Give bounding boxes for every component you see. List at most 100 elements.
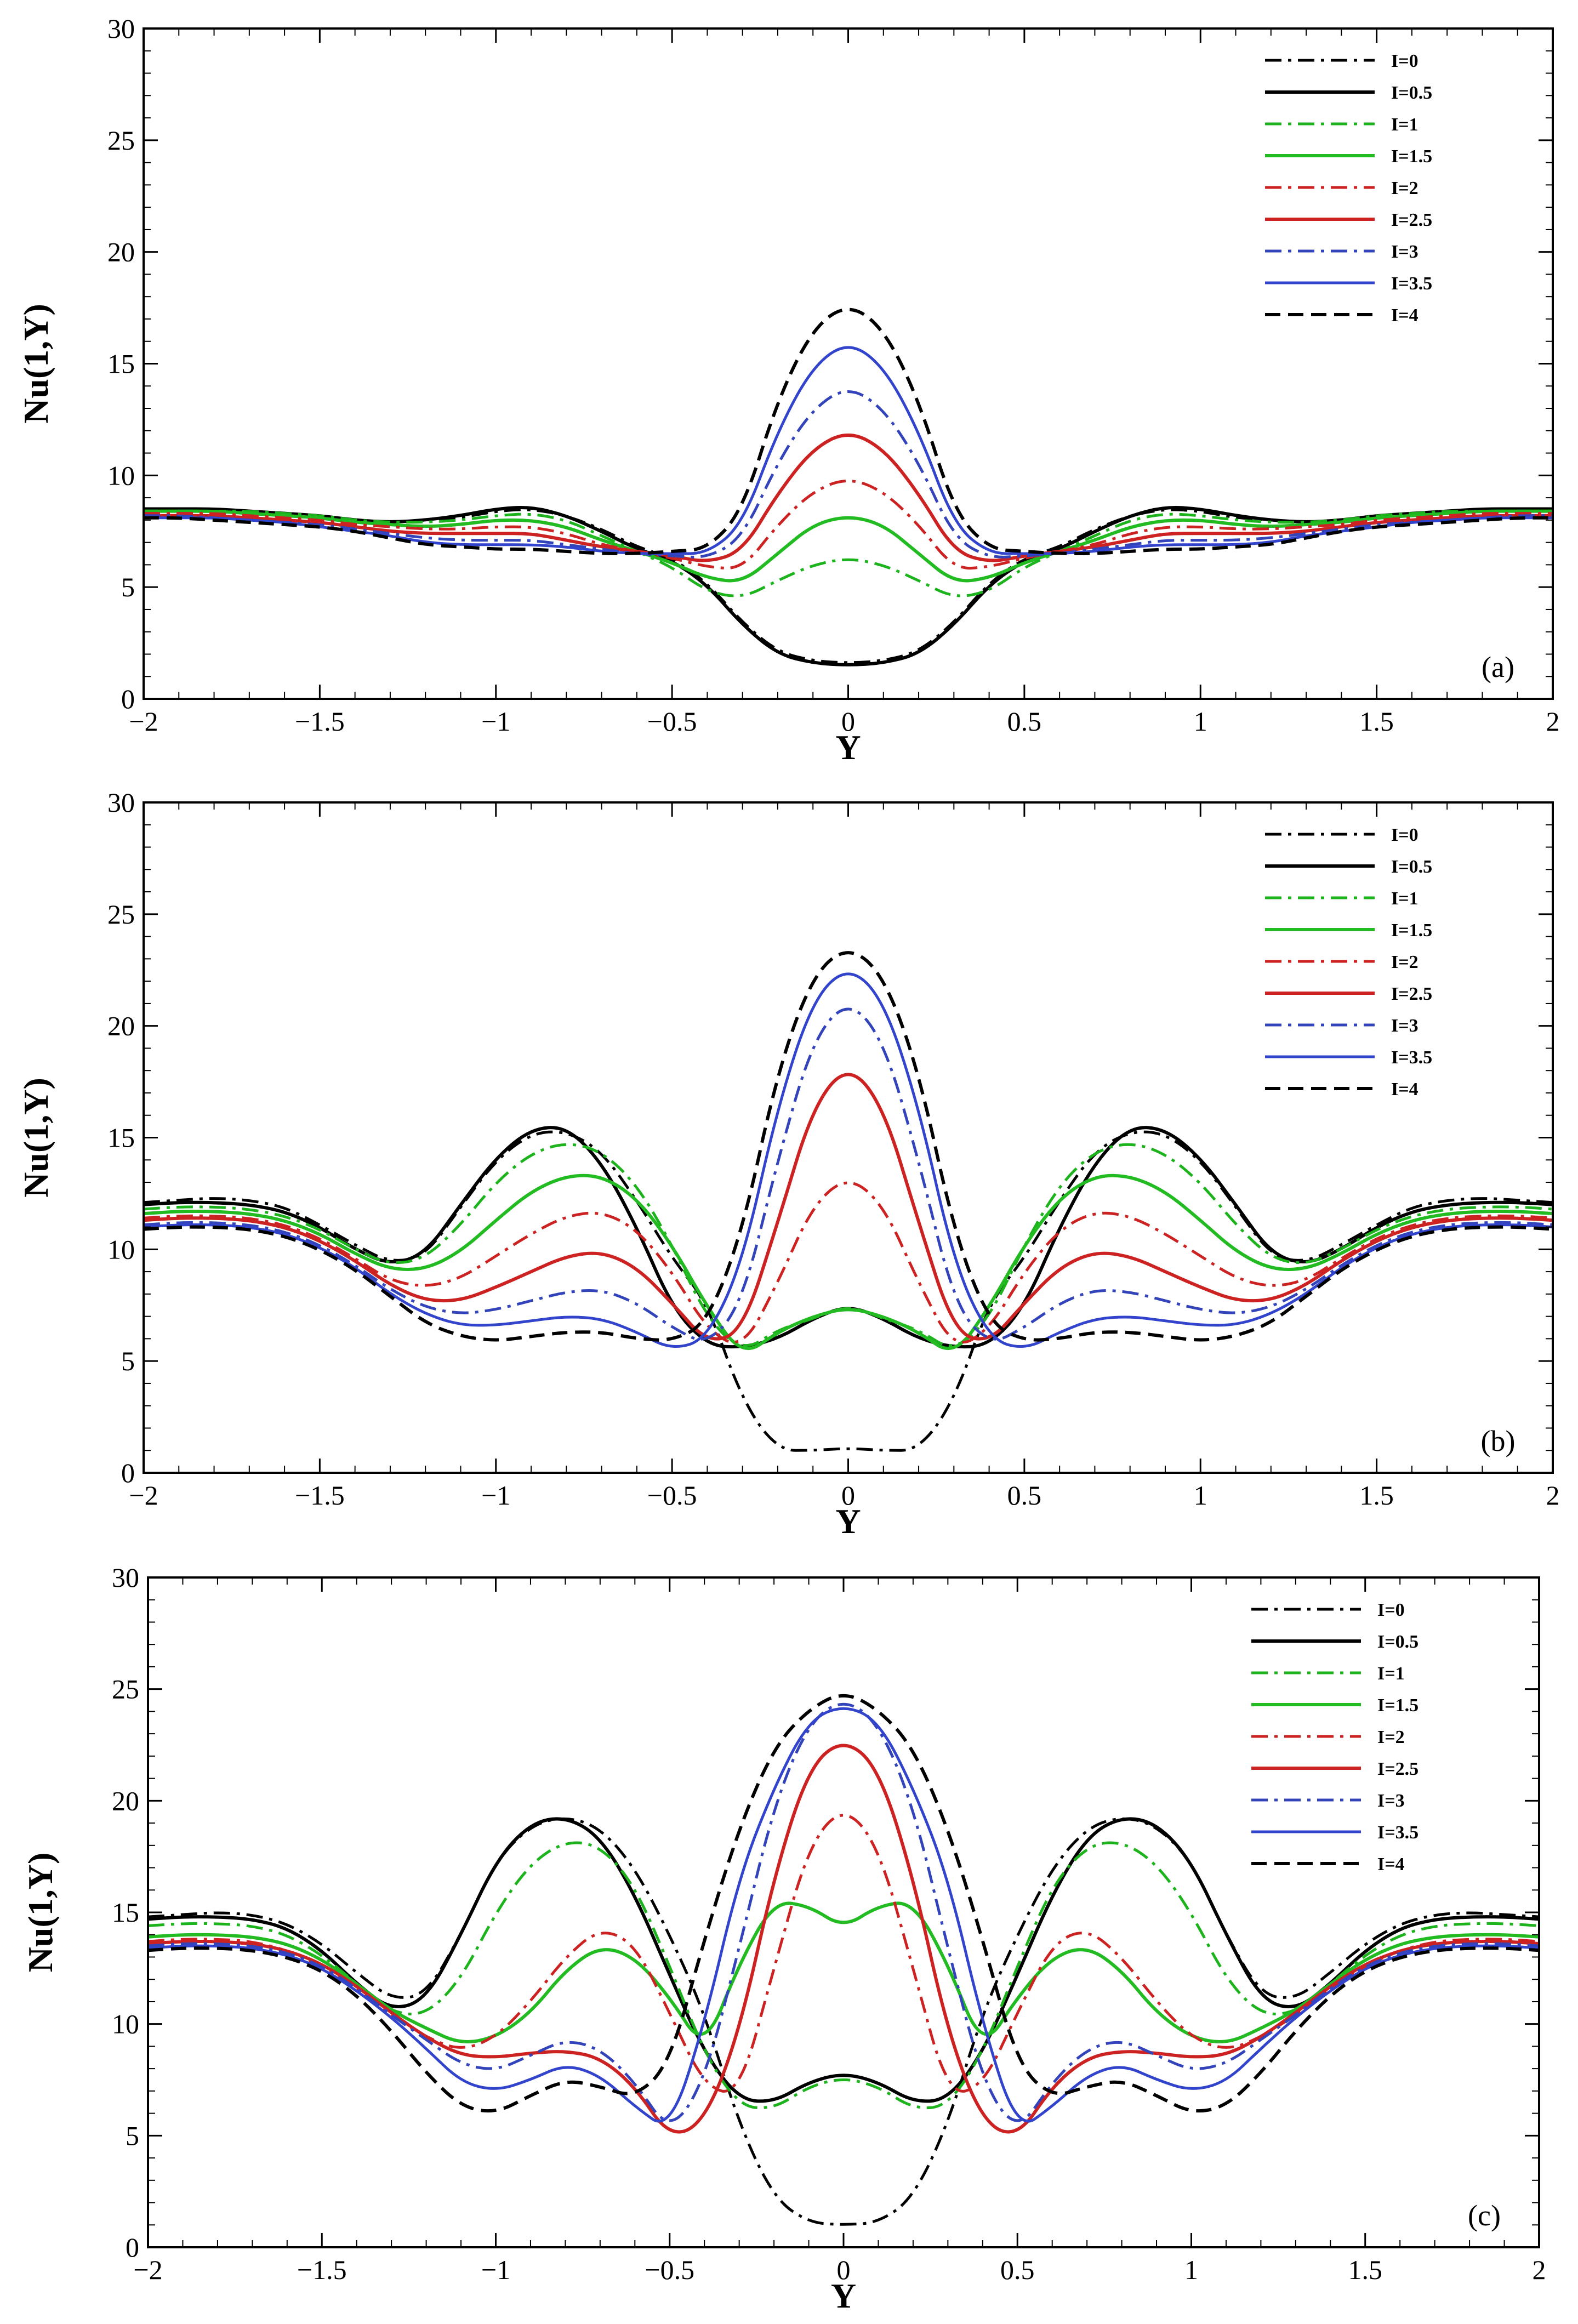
series-line-I-0 (144, 1130, 1553, 1452)
x-tick-label: −0.5 (647, 706, 697, 737)
x-tick-label: 1 (1184, 2254, 1198, 2285)
legend-label: I=3.5 (1391, 1047, 1432, 1068)
series-line-I-2 (144, 1181, 1553, 1344)
x-tick-label: 1 (1194, 1480, 1207, 1511)
legend-label: I=1.5 (1391, 146, 1432, 167)
legend-label: I=2 (1391, 952, 1419, 972)
series-line-I-0 (144, 507, 1553, 664)
x-tick-label: 0 (841, 1480, 855, 1511)
x-tick-label: −1 (481, 2254, 510, 2285)
y-tick-label: 5 (126, 2120, 139, 2151)
x-tick-label: 2 (1546, 706, 1560, 737)
x-tick-label: 2 (1546, 1480, 1560, 1511)
legend-label: I=0.5 (1391, 857, 1432, 877)
y-tick-label: 20 (107, 237, 135, 267)
plot-frame (143, 801, 1554, 1474)
series-line-I-1-5 (148, 1901, 1539, 2044)
y-tick-label: 0 (121, 1457, 135, 1488)
panel-tag: (a) (1482, 651, 1514, 683)
series-line-I-2 (144, 480, 1553, 570)
y-tick-label: 10 (112, 2009, 139, 2040)
x-tick-label: 1.5 (1348, 2254, 1383, 2285)
legend-label: I=4 (1391, 305, 1419, 326)
legend: I=0 I=0.5 I=1 I=1.5 I=2 I=2.5 I=3 I=3.5 I=4 (1251, 1600, 1419, 1875)
y-tick-label: 25 (112, 1674, 139, 1705)
legend: I=0 I=0.5 I=1 I=1.5 I=2 I=2.5 I=3 I=3.5 I=4 (1265, 825, 1432, 1100)
series-line-I-2 (148, 1814, 1539, 2093)
legend-label: I=1 (1391, 888, 1419, 909)
legend-label: I=3.5 (1391, 274, 1432, 294)
x-tick-label: −1.5 (295, 706, 345, 737)
legend-label: I=0 (1391, 51, 1419, 71)
x-tick-label: 0.5 (1007, 706, 1042, 737)
legend-label: I=2.5 (1377, 1759, 1419, 1779)
series-line-I-3 (144, 1007, 1553, 1341)
series-line-I-4 (144, 307, 1553, 555)
chart-panel-c: −2 −1.5 −1 −0.5 0 0.5 1 1.5 2051015202530YNu(1,Y… (21, 1562, 1546, 2315)
series-line-I-3-5 (144, 972, 1553, 1348)
series-line-I-2-5 (144, 434, 1553, 562)
x-tick-label: −1 (481, 1480, 510, 1511)
series-line-I-1 (144, 1143, 1553, 1347)
panel-tag: (b) (1481, 1425, 1516, 1457)
y-tick-label: 30 (107, 13, 135, 44)
x-tick-label: −1.5 (297, 2254, 347, 2285)
series-group (144, 307, 1553, 667)
series-line-I-1 (148, 1841, 1539, 2110)
legend-label: I=0.5 (1377, 1632, 1419, 1652)
legend-label: I=3 (1391, 1016, 1419, 1036)
panel-tag: (c) (1468, 2199, 1501, 2232)
legend-label: I=1 (1391, 115, 1419, 135)
x-axis-label: Y (835, 1502, 861, 1541)
x-tick-label: −1 (481, 706, 510, 737)
legend-label: I=2 (1391, 178, 1419, 198)
x-axis-label: Y (831, 2276, 856, 2315)
x-tick-label: 0.5 (1000, 2254, 1035, 2285)
series-line-I-0-5 (144, 1126, 1553, 1349)
y-tick-label: 5 (121, 572, 135, 602)
x-tick-label: 1.5 (1359, 706, 1394, 737)
legend-label: I=0 (1377, 1600, 1405, 1620)
x-tick-label: −0.5 (647, 1480, 697, 1511)
series-line-I-0-5 (144, 506, 1553, 667)
x-tick-label: 0 (841, 706, 855, 737)
legend-label: I=3.5 (1377, 1822, 1419, 1843)
plot-frame (143, 27, 1554, 700)
series-line-I-3-5 (148, 1707, 1539, 2123)
series-line-I-4 (148, 1694, 1539, 2113)
plot-frame (147, 1576, 1540, 2248)
x-tick-label: −0.5 (645, 2254, 694, 2285)
y-tick-label: 20 (112, 1785, 139, 1816)
x-tick-label: −2 (129, 1480, 158, 1511)
chart-panel-b: −2 −1.5 −1 −0.5 0 0.5 1 1.5 2051015202530YNu(1,Y… (16, 787, 1560, 1541)
x-tick-label: −2 (129, 706, 158, 737)
y-tick-label: 15 (112, 1897, 139, 1928)
legend-label: I=1.5 (1391, 920, 1432, 941)
x-tick-label: −1.5 (295, 1480, 345, 1511)
series-line-I-0 (148, 1817, 1539, 2226)
x-tick-label: −2 (133, 2254, 162, 2285)
chart-panel-a: −2 −1.5 −1 −0.5 0 0.5 1 1.5 2051015202530YNu(1,Y… (16, 13, 1560, 767)
series-line-I-2-5 (144, 1073, 1553, 1341)
y-tick-label: 15 (107, 1123, 135, 1153)
x-tick-label: 0 (837, 2254, 851, 2285)
legend-label: I=0.5 (1391, 83, 1432, 103)
legend-label: I=4 (1391, 1079, 1419, 1100)
legend-label: I=1 (1377, 1664, 1405, 1684)
y-axis-label: Nu(1,Y) (16, 1078, 55, 1198)
series-line-I-3-5 (144, 346, 1553, 555)
legend-label: I=3 (1377, 1791, 1405, 1811)
legend: I=0 I=0.5 I=1 I=1.5 I=2 I=2.5 I=3 I=3.5 I=4 (1265, 51, 1432, 326)
y-tick-label: 10 (107, 1234, 135, 1264)
series-group (148, 1694, 1539, 2226)
series-line-I-1-5 (144, 1174, 1553, 1350)
legend-label: I=2.5 (1391, 210, 1432, 230)
legend-label: I=1.5 (1377, 1695, 1419, 1716)
y-axis-label: Nu(1,Y) (21, 1853, 60, 1973)
y-tick-label: 0 (126, 2232, 139, 2263)
y-tick-label: 5 (121, 1346, 135, 1376)
legend-label: I=2 (1377, 1727, 1405, 1747)
y-tick-label: 20 (107, 1011, 135, 1041)
y-axis-label: Nu(1,Y) (16, 304, 55, 424)
series-group (144, 951, 1553, 1452)
